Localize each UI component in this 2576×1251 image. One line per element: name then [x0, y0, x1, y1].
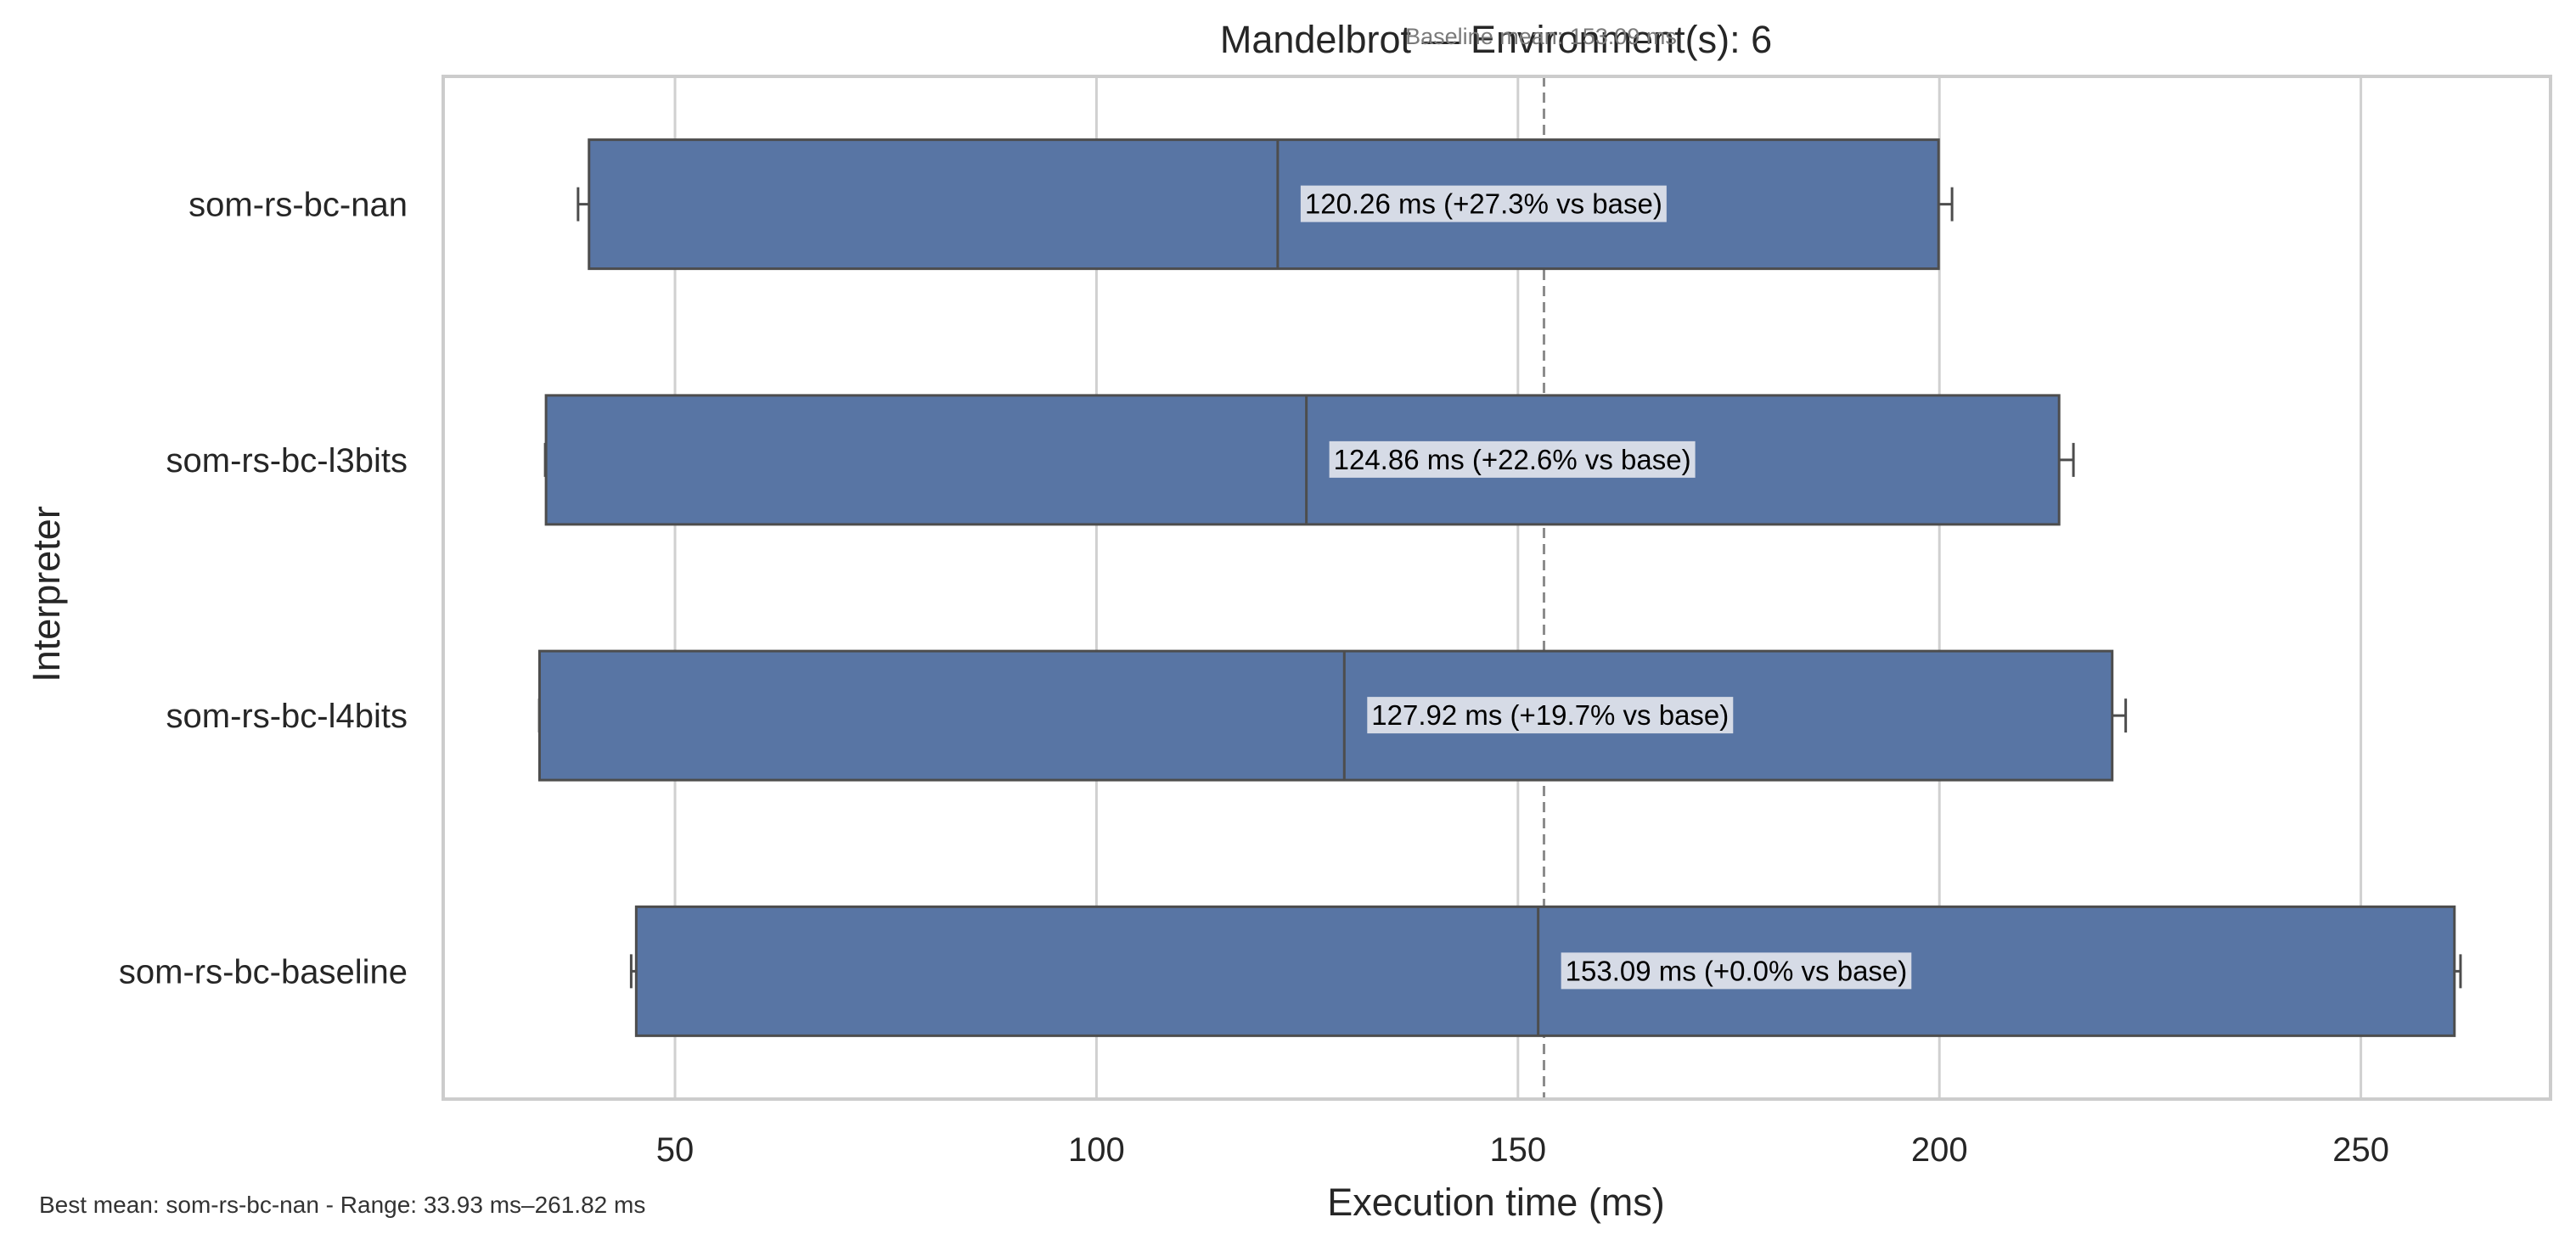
y-tick-label: som-rs-bc-l3bits [166, 442, 408, 480]
y-tick-label: som-rs-bc-l4bits [166, 698, 408, 735]
x-tick-label: 250 [2332, 1131, 2389, 1169]
chart-title: Mandelbrot — Environment(s): 6 [1220, 18, 1772, 61]
x-tick-label: 100 [1068, 1131, 1125, 1169]
plot-frame [442, 75, 2552, 1101]
y-tick-label: som-rs-bc-baseline [119, 953, 408, 990]
median-annotation-background [1367, 697, 1734, 734]
x-tick-label: 50 [656, 1131, 695, 1169]
median-annotation-background [1329, 440, 1696, 478]
median-annotation: 153.09 ms (+0.0% vs base) [1566, 955, 1908, 986]
median-annotation-background [1561, 952, 1912, 990]
box-iqr [588, 138, 1940, 271]
box-iqr [634, 905, 2456, 1037]
box-som-rs-bc-l4bits: 127.92 ms (+19.7% vs base) [537, 649, 2128, 782]
median-annotation: 120.26 ms (+27.3% vs base) [1305, 188, 1662, 220]
x-tick-label: 150 [1489, 1131, 1546, 1169]
box-iqr [537, 649, 2114, 782]
y-axis-label: Interpreter [25, 506, 68, 682]
x-axis-ticks: 50 100 150 200 250 [656, 1131, 2389, 1169]
y-axis-ticks: som-rs-bc-nan som-rs-bc-l3bits som-rs-bc-l… [119, 187, 408, 991]
box-som-rs-bc-nan: 120.26 ms (+27.3% vs base) [577, 138, 1954, 271]
baseline-reference-label: Baseline mean: 153.09 ms [1405, 24, 1677, 49]
box-som-rs-bc-baseline: 153.09 ms (+0.0% vs base) [629, 905, 2462, 1037]
footer-note: Best mean: som-rs-bc-nan - Range: 33.93 … [39, 1192, 646, 1218]
box-iqr [544, 394, 2061, 526]
median-annotation-background [1300, 185, 1667, 222]
median-annotation: 124.86 ms (+22.6% vs base) [1334, 444, 1691, 475]
y-tick-label: som-rs-bc-nan [188, 187, 408, 224]
x-tick-label: 200 [1911, 1131, 1968, 1169]
box-som-rs-bc-l3bits: 124.86 ms (+22.6% vs base) [543, 394, 2075, 526]
median-annotation: 127.92 ms (+19.7% vs base) [1371, 699, 1729, 731]
box-plot-series: 120.26 ms (+27.3% vs base) 124.86 ms (+22… [537, 138, 2462, 1037]
x-axis-label: Execution time (ms) [1327, 1181, 1665, 1224]
